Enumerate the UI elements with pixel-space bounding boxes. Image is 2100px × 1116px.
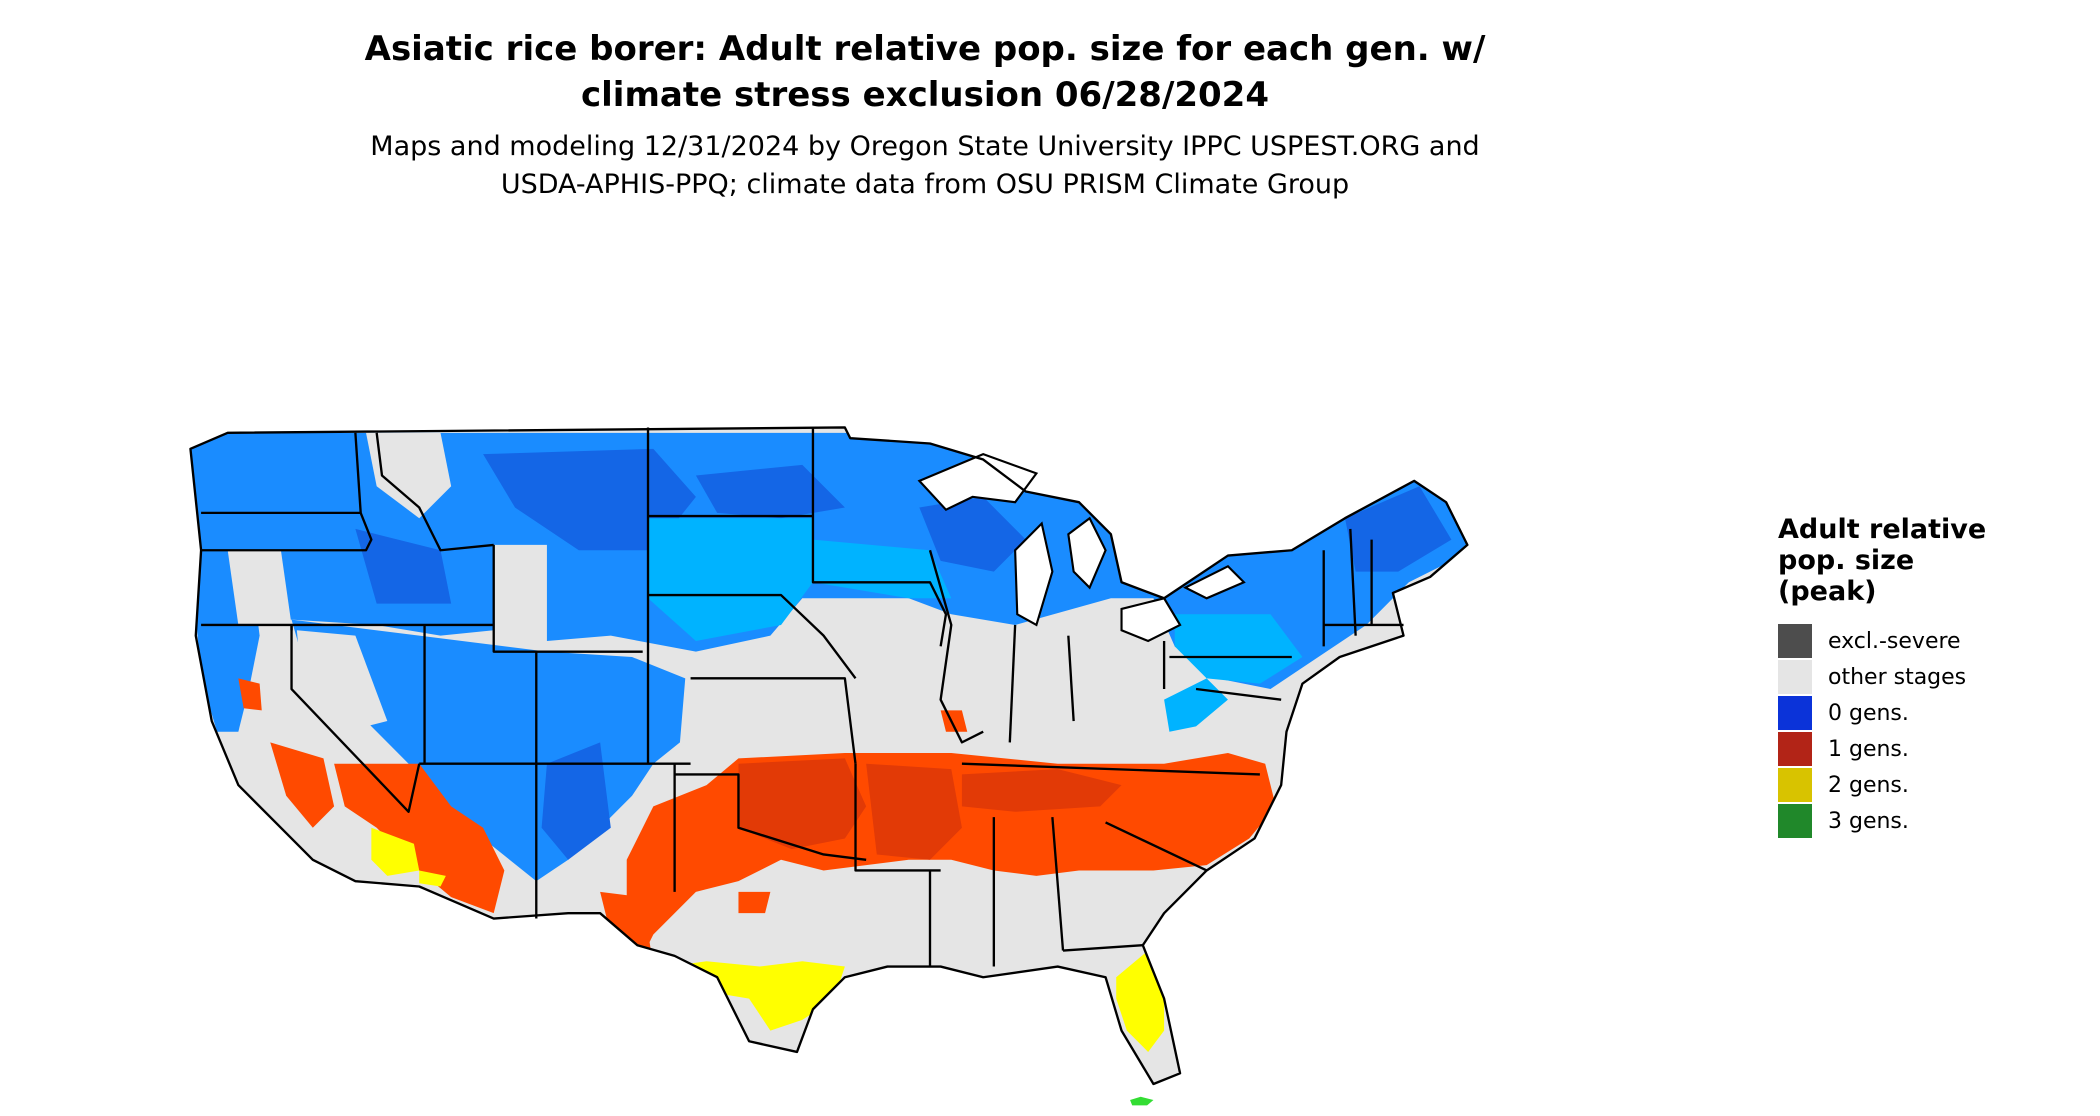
zone-red-texas-panhandle [738, 891, 771, 914]
map-title-line2: climate stress exclusion 06/28/2024 [580, 75, 1269, 115]
map-legend: Adult relative pop. size (peak) excl.-se… [1778, 514, 2078, 839]
legend-item-0-gens: 0 gens. [1778, 695, 2078, 731]
zone-blue-light-3 [1174, 614, 1303, 684]
legend-title-line3: (peak) [1778, 576, 1877, 607]
map-title-line1: Asiatic rice borer: Adult relative pop. … [364, 29, 1486, 69]
legend-title-line2: pop. size [1778, 545, 1915, 576]
zone-blue-dark-1 [483, 448, 696, 551]
legend-label: excl.-severe [1828, 628, 1961, 654]
zone-grey-wyoming [493, 544, 547, 641]
legend-label: 1 gens. [1828, 736, 1909, 762]
zone-red-dark-tennessee [961, 769, 1122, 812]
zone-red-california-north [238, 678, 262, 711]
legend-swatch [1778, 624, 1812, 658]
map-subtitle-line1: Maps and modeling 12/31/2024 by Oregon S… [370, 131, 1480, 162]
zone-red-illinois [940, 710, 968, 732]
zone-blue-dark-6 [541, 742, 611, 860]
legend-title: Adult relative pop. size (peak) [1778, 514, 2078, 607]
zone-grey-oregon [227, 550, 292, 625]
zone-blue-light-1 [648, 518, 813, 641]
legend-item-1-gens: 1 gens. [1778, 731, 2078, 767]
legend-swatch [1778, 732, 1812, 766]
zone-blue-dark-3 [919, 496, 1026, 572]
legend-title-line1: Adult relative [1778, 514, 1987, 545]
zone-blue-light-2 [812, 539, 952, 599]
zone-red-dark-oklahoma [738, 758, 867, 850]
legend-label: other stages [1828, 664, 1967, 690]
us-map-svg [189, 426, 1469, 1106]
legend-item-other-stages: other stages [1778, 659, 2078, 695]
zone-red-california-valley [270, 742, 335, 828]
legend-label: 2 gens. [1828, 772, 1909, 798]
great-lakes [917, 453, 1246, 643]
legend-swatch [1778, 660, 1812, 694]
legend-label: 0 gens. [1828, 700, 1909, 726]
us-map [100, 230, 1760, 1116]
map-title: Asiatic rice borer: Adult relative pop. … [250, 26, 1600, 118]
legend-item-3-gens: 3 gens. [1778, 803, 2078, 839]
legend-label: 3 gens. [1828, 808, 1909, 834]
zone-green-keys [1130, 1096, 1154, 1106]
zone-grey-nevada [296, 630, 388, 732]
zone-blue-dark-5 [355, 528, 452, 604]
zone-yellow-southwest [371, 827, 420, 876]
zone-grey-idaho [366, 432, 452, 519]
map-subtitle: Maps and modeling 12/31/2024 by Oregon S… [250, 128, 1600, 204]
map-subtitle-line2: USDA-APHIS-PPQ; climate data from OSU PR… [500, 169, 1350, 200]
legend-item-excl-severe: excl.-severe [1778, 623, 2078, 659]
legend-item-2-gens: 2 gens. [1778, 767, 2078, 803]
legend-swatch [1778, 696, 1812, 730]
state-borders [189, 426, 1469, 1086]
legend-swatch [1778, 804, 1812, 838]
zone-red-arkansas [866, 763, 962, 860]
zone-yellow-louisiana [935, 971, 952, 983]
zone-yellow-florida [1116, 950, 1165, 1052]
zone-red-desert [334, 763, 505, 914]
legend-swatch [1778, 768, 1812, 802]
zone-blue-dark-2 [695, 464, 845, 519]
